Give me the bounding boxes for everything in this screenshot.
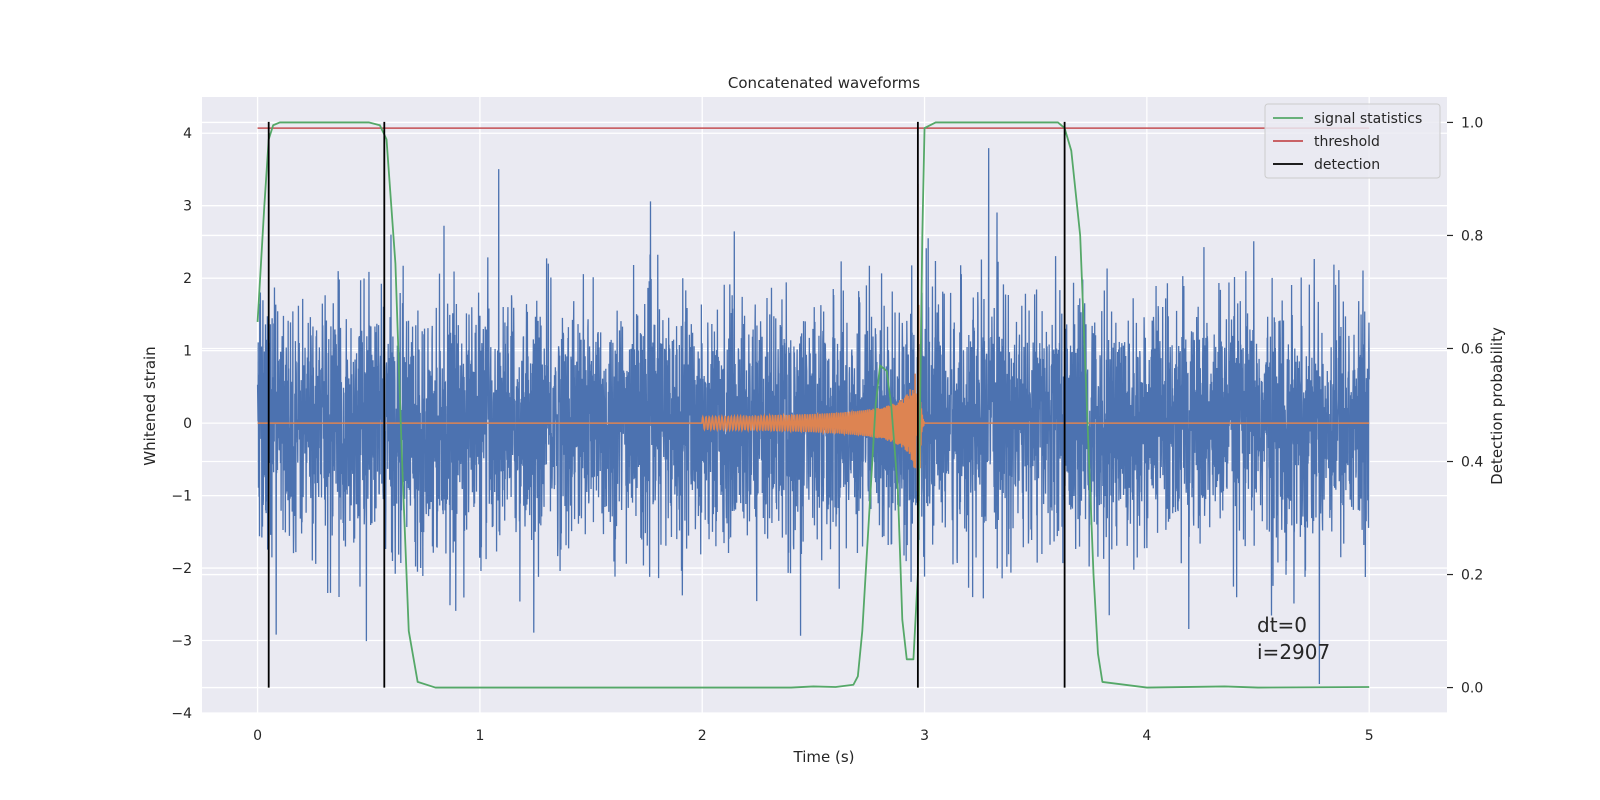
legend-box [1264, 103, 1441, 179]
y-tick-label-0: −4 [171, 706, 192, 722]
y-tick-label-6: 2 [183, 271, 192, 287]
legend: signal statistics threshold detection [1264, 103, 1441, 179]
x-tick-label-0: 0 [253, 728, 262, 744]
annotation-iteration: i=2907 [1257, 640, 1330, 664]
data-layer [256, 121, 1370, 689]
y-tick-label-3: −1 [171, 489, 192, 505]
x-tick-label-1: 1 [475, 728, 484, 744]
y2-tick-label-1: 0.2 [1461, 568, 1483, 584]
y2-tick-label-2: 0.4 [1461, 455, 1483, 471]
tick-labels: 0 1 2 3 4 5 −4 −3 −2 −1 0 1 2 3 4 0.0 0.2 0.4 0.6 0.8 1.0 [171, 115, 1483, 744]
y-tick-label-2: −2 [171, 561, 192, 577]
x-tick-label-3: 3 [920, 728, 929, 744]
y2-tick-label-3: 0.6 [1461, 341, 1483, 357]
y2-tick-label-0: 0.0 [1461, 681, 1483, 697]
legend-label-1: threshold [1314, 134, 1380, 150]
legend-label-2: detection [1314, 157, 1380, 173]
y-tick-label-7: 3 [183, 199, 192, 215]
series-whitened-strain [256, 148, 1370, 685]
series-injected-waveform [257, 183, 1370, 535]
legend-label-0: signal statistics [1314, 111, 1422, 127]
y-axis-label: Whitened strain [141, 346, 159, 465]
x-tick-label-5: 5 [1365, 728, 1374, 744]
annotation-dt: dt=0 [1257, 613, 1307, 637]
chart-title: Concatenated waveforms [728, 74, 920, 92]
y2-tick-label-4: 0.8 [1461, 228, 1483, 244]
x-tick-label-2: 2 [698, 728, 707, 744]
y-tick-label-4: 0 [183, 416, 192, 432]
y-tick-label-1: −3 [171, 634, 192, 650]
y-tick-label-8: 4 [183, 126, 192, 142]
y2-axis-label: Detection probability [1488, 327, 1506, 485]
x-axis-label: Time (s) [793, 748, 855, 766]
y2-tick-label-5: 1.0 [1461, 115, 1483, 131]
x-tick-label-4: 4 [1142, 728, 1151, 744]
y-tick-label-5: 1 [183, 344, 192, 360]
